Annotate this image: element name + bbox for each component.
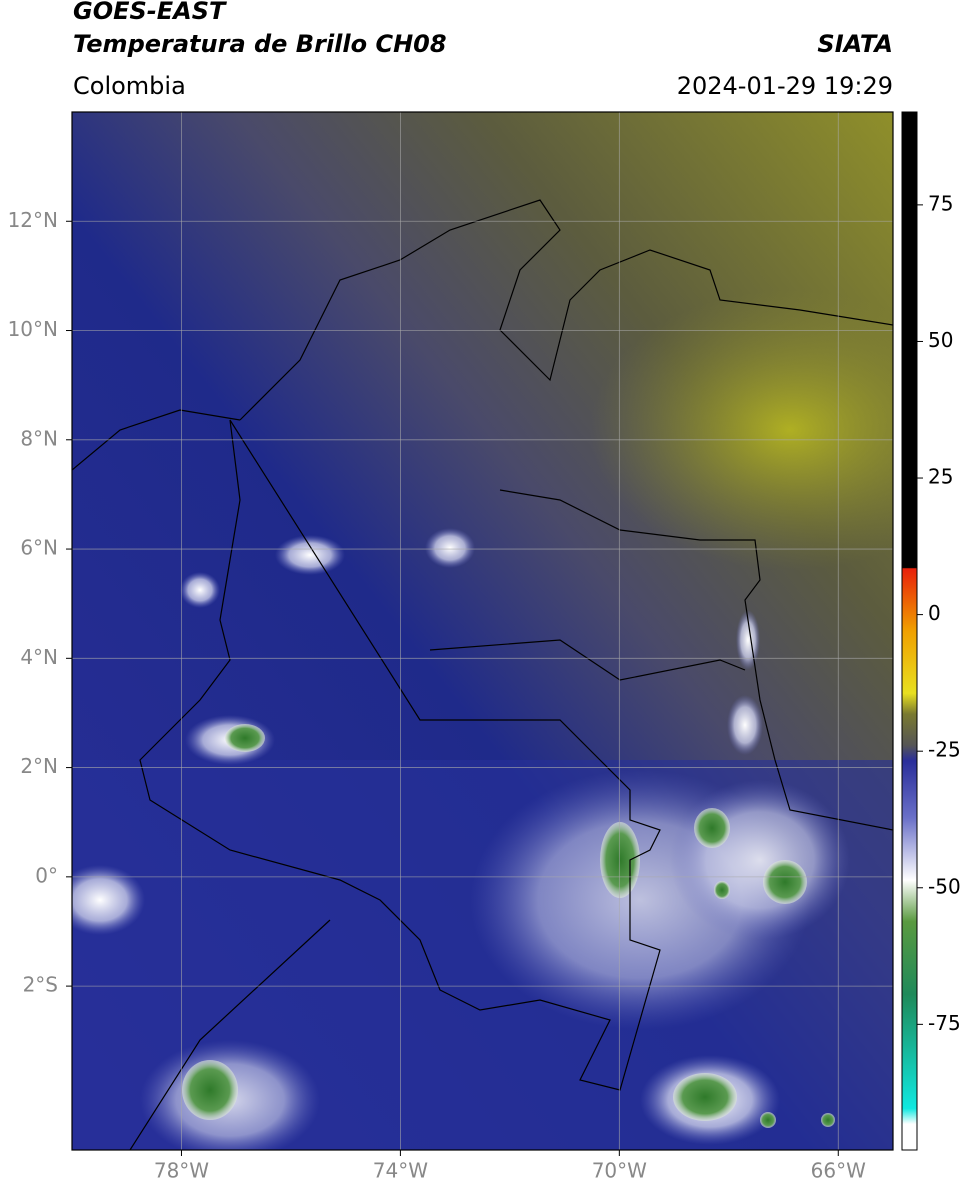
- y-tick-label: 8°N: [20, 426, 58, 450]
- colorbar-label: -75: [928, 1011, 961, 1035]
- colorbar-label: -25: [928, 738, 961, 762]
- graticule: [72, 112, 893, 1150]
- region: Colombia: [73, 72, 186, 100]
- colorbar-label: 0: [928, 601, 941, 625]
- x-tick-label: 74°W: [373, 1159, 428, 1183]
- datetime: 2024-01-29 19:29: [677, 72, 893, 100]
- colorbar-label: -50: [928, 874, 961, 898]
- y-tick-label: 6°N: [20, 536, 58, 560]
- y-tick-label: 4°N: [20, 645, 58, 669]
- x-tick-label: 70°W: [592, 1159, 647, 1183]
- satellite-image: [72, 112, 893, 1150]
- y-tick-label: 0°: [35, 863, 58, 887]
- y-tick-label: 2°N: [20, 754, 58, 778]
- colorbar-label: 25: [928, 465, 953, 489]
- x-tick-label: 78°W: [154, 1159, 209, 1183]
- product-title: Temperatura de Brillo CH08: [73, 30, 447, 58]
- map-frame: [71, 111, 894, 1151]
- y-tick-label: 12°N: [8, 208, 58, 232]
- y-tick-label: 10°N: [8, 317, 58, 341]
- satellite: GOES-EAST: [73, 0, 227, 25]
- colorbar: [901, 111, 918, 1151]
- y-tick-label: 2°S: [23, 973, 58, 997]
- agency: SIATA: [817, 30, 893, 58]
- colorbar-label: 75: [928, 191, 953, 215]
- colorbar-label: 50: [928, 328, 953, 352]
- x-tick-label: 66°W: [811, 1159, 866, 1183]
